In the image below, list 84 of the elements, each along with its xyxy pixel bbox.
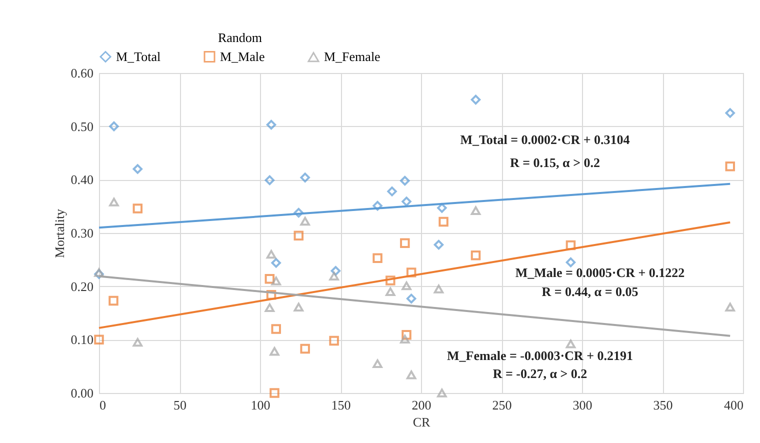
point — [109, 121, 119, 132]
y-axis-title: Mortality — [52, 208, 67, 258]
point — [271, 258, 281, 268]
x-tick-label: 300 — [572, 398, 592, 412]
x-axis-title: CR — [412, 414, 430, 430]
point — [406, 294, 416, 304]
x-tick-label: 400 — [724, 398, 744, 412]
legend-title: Random — [218, 30, 262, 45]
point — [725, 108, 735, 118]
legend-label: M_Male — [220, 48, 265, 64]
point — [300, 344, 310, 354]
y-tick-label: 0.10 — [70, 332, 94, 348]
y-tick-label: 0.30 — [70, 226, 94, 240]
point — [94, 334, 104, 345]
point — [266, 250, 276, 259]
point — [330, 266, 341, 276]
y-tick-label: 0.50 — [70, 118, 94, 134]
x-tick-label: 200 — [412, 398, 432, 412]
x-tick-label: 150 — [331, 398, 351, 412]
point — [264, 303, 275, 312]
point — [264, 175, 275, 186]
point — [566, 340, 576, 348]
point — [270, 388, 280, 398]
point — [400, 238, 410, 248]
point — [434, 284, 444, 294]
legend-label: M_Female — [324, 49, 381, 64]
point — [294, 230, 304, 241]
point — [725, 302, 735, 312]
point — [470, 206, 481, 215]
point — [109, 198, 119, 206]
point — [400, 334, 410, 344]
x-tick-label: 100 — [250, 398, 270, 412]
point — [294, 302, 304, 312]
point — [270, 347, 280, 356]
annotation: M_Male = 0.0005·CR + 0.1222 — [515, 265, 685, 280]
point — [402, 281, 412, 290]
point — [386, 287, 396, 296]
point — [372, 253, 382, 263]
point — [402, 196, 412, 206]
point — [266, 290, 276, 300]
point — [406, 370, 416, 380]
point — [271, 276, 281, 286]
point — [437, 203, 447, 213]
legend-label: M_Total — [116, 48, 161, 64]
point — [470, 94, 481, 105]
y-tick-label: 0.40 — [70, 172, 94, 188]
y-tick-label: 0.20 — [70, 278, 94, 294]
point — [132, 164, 143, 174]
point — [266, 120, 276, 130]
point — [108, 296, 118, 306]
point — [132, 204, 143, 214]
point — [406, 268, 416, 278]
x-tick-label: 50 — [174, 398, 186, 412]
point — [329, 336, 339, 346]
x-tick-label: 250 — [492, 398, 512, 412]
point — [402, 330, 412, 340]
x-tick-label: 350 — [653, 398, 673, 412]
point — [300, 172, 310, 182]
point — [386, 276, 396, 286]
y-tick-label: 0.00 — [70, 386, 94, 400]
point — [400, 176, 410, 186]
point — [132, 338, 143, 347]
annotation: R = 0.15, α > 0.2 — [510, 155, 600, 170]
point — [372, 359, 382, 368]
point — [437, 388, 447, 398]
annotation: M_Female = -0.0003·CR + 0.2191 — [447, 348, 633, 363]
point — [725, 161, 735, 172]
point — [470, 250, 481, 260]
point — [294, 208, 304, 218]
x-tick-label: 0 — [100, 398, 106, 412]
annotation: R = 0.44, α = 0.05 — [542, 284, 639, 299]
point — [566, 240, 576, 250]
point — [271, 324, 281, 334]
point — [329, 272, 339, 281]
point — [566, 257, 576, 268]
point — [300, 216, 310, 226]
point — [264, 274, 275, 284]
point — [438, 216, 448, 227]
point — [387, 186, 397, 196]
annotation: R = -0.27, α > 0.2 — [492, 366, 588, 381]
point — [372, 200, 382, 211]
y-tick-label: 0.60 — [70, 66, 94, 80]
annotation: M_Total = 0.0002·CR + 0.3104 — [460, 132, 630, 147]
point — [434, 240, 444, 250]
